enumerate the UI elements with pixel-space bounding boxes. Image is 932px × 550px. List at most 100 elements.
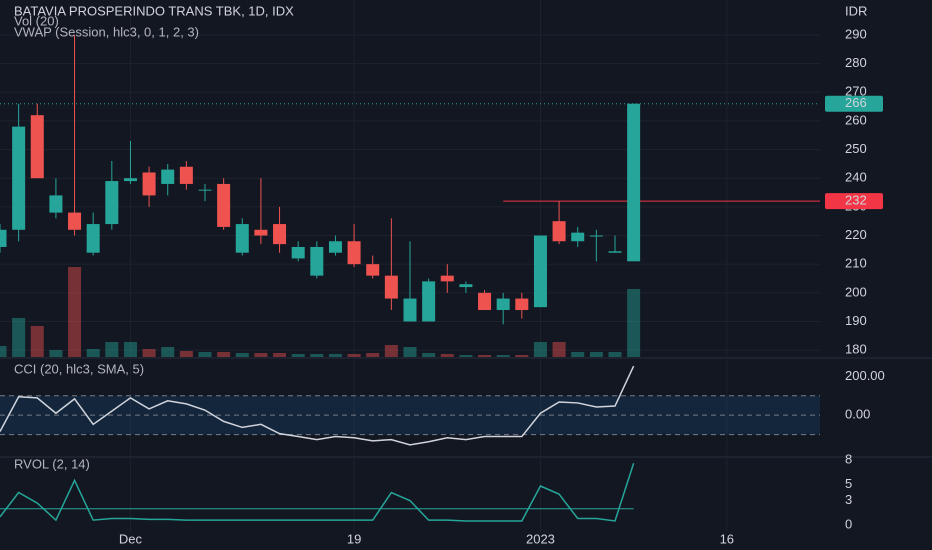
candle-body	[49, 195, 63, 213]
candle-body	[142, 172, 156, 196]
volume-bar	[328, 354, 342, 357]
volume-bar	[310, 354, 324, 357]
candle-body	[105, 181, 119, 225]
volume-bar	[105, 342, 119, 357]
candle-body	[0, 229, 7, 247]
y-tick-label: 280	[845, 55, 867, 70]
indicator-line	[0, 365, 635, 446]
y-tick-label: 3	[845, 492, 852, 507]
candle-body	[161, 169, 175, 184]
candle-body	[608, 251, 622, 253]
volume-bar	[627, 289, 641, 357]
volume-bar	[49, 350, 63, 357]
candle-body	[254, 229, 268, 236]
candle-body	[217, 183, 231, 227]
volume-bar	[496, 355, 510, 357]
volume-bar	[12, 318, 26, 357]
x-tick-label: 2023	[526, 531, 555, 546]
currency-label: IDR	[845, 3, 867, 18]
y-tick-label: 270	[845, 84, 867, 99]
volume-bar	[254, 353, 268, 357]
y-tick-label: 5	[845, 476, 852, 491]
candle-body	[422, 281, 436, 322]
candle-body	[384, 275, 398, 299]
candle-body	[478, 292, 492, 311]
candle-body	[123, 178, 137, 182]
volume-bar	[142, 349, 156, 357]
y-tick-label: 190	[845, 313, 867, 328]
y-tick-label: 180	[845, 342, 867, 357]
level-badge	[825, 193, 883, 210]
candle-body	[273, 224, 287, 245]
pane-title: CCI (20, hlc3, SMA, 5)	[14, 361, 144, 376]
volume-bar	[366, 353, 380, 357]
volume-bar	[608, 352, 622, 357]
volume-bar	[123, 342, 137, 357]
candle-body	[198, 189, 212, 191]
candle-body	[366, 264, 380, 276]
y-tick-label: 0.00	[845, 407, 870, 422]
y-tick-label: 200.00	[845, 368, 885, 383]
candle-body	[347, 241, 361, 265]
legend-entry: Vol (20)	[14, 13, 59, 28]
candle-body	[12, 126, 26, 230]
volume-bar	[161, 347, 175, 357]
level-badge-label: 232	[845, 193, 867, 208]
y-tick-label: 250	[845, 141, 867, 156]
volume-bar	[552, 342, 566, 357]
volume-bar	[0, 346, 7, 357]
plot-area	[0, 0, 820, 532]
volume-bar	[68, 267, 82, 357]
y-tick-label: 290	[845, 26, 867, 41]
volume-bar	[478, 355, 492, 357]
price-badge-label: 266	[845, 95, 867, 110]
volume-bar	[589, 352, 603, 357]
volume-bar	[533, 342, 547, 357]
x-tick-label: 19	[347, 531, 361, 546]
price-badge	[825, 95, 883, 112]
candle-body	[552, 221, 566, 242]
y-tick-label: 8	[845, 451, 852, 466]
candle-body	[179, 166, 193, 184]
volume-bar	[347, 354, 361, 357]
volume-bar	[273, 353, 287, 357]
candle-body	[86, 224, 100, 253]
candle-body	[459, 284, 473, 288]
volume-bar	[459, 355, 473, 357]
candle-body	[68, 212, 82, 230]
volume-bar	[291, 354, 305, 357]
candle-body	[291, 246, 305, 259]
candle-body	[310, 246, 324, 276]
y-tick-label: 210	[845, 256, 867, 271]
y-tick-label: 220	[845, 227, 867, 242]
x-tick-label: Dec	[119, 531, 143, 546]
volume-bar	[235, 353, 249, 357]
candle-body	[328, 241, 342, 253]
candle-body	[440, 275, 454, 282]
candle-body	[589, 235, 603, 237]
volume-bar	[515, 355, 529, 357]
candle-body	[533, 235, 547, 308]
candle-body	[496, 298, 510, 311]
y-tick-label: 240	[845, 170, 867, 185]
candle-body	[627, 103, 641, 262]
volume-bar	[571, 352, 585, 357]
candle-body	[30, 115, 44, 179]
volume-bar	[440, 354, 454, 357]
y-tick-label: 200	[845, 284, 867, 299]
candle-body	[515, 298, 529, 311]
chart-title: BATAVIA PROSPERINDO TRANS TBK, 1D, IDX	[14, 3, 294, 18]
candle-body	[403, 298, 417, 322]
y-tick-label: 260	[845, 112, 867, 127]
candle-body	[235, 224, 249, 253]
pane-title: RVOL (2, 14)	[14, 456, 90, 471]
volume-bar	[30, 326, 44, 357]
legend-entry: VWAP (Session, hlc3, 0, 1, 2, 3)	[14, 24, 199, 39]
volume-bar	[422, 353, 436, 357]
volume-bar	[198, 352, 212, 357]
volume-bar	[179, 351, 193, 357]
y-tick-label: 0	[845, 516, 852, 531]
candle-body	[571, 232, 585, 242]
